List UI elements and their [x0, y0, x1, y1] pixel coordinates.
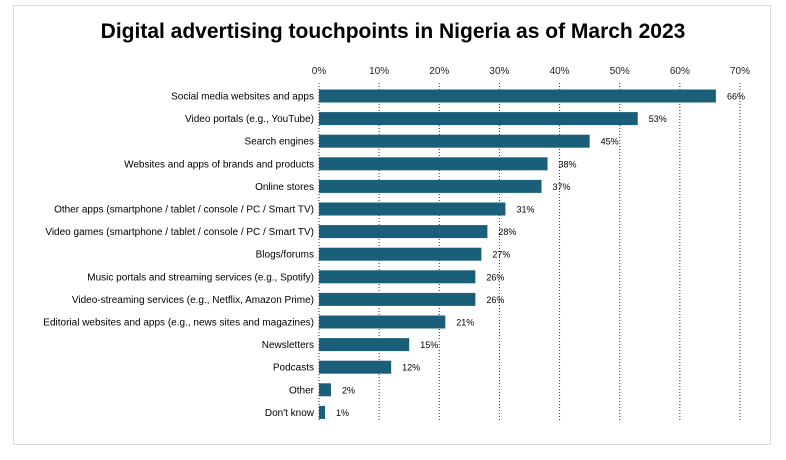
x-tick-label: 70%	[730, 66, 750, 77]
chart-title: Digital advertising touchpoints in Niger…	[100, 20, 686, 43]
data-labels: 66% 53% 45% 38% 37% 31% 28% 27% 26% 26% 21% 15% 12% 2…	[336, 92, 745, 418]
x-tick-label: 40%	[550, 66, 570, 77]
bar	[319, 89, 716, 103]
category-label: Music portals and streaming services (e.…	[87, 272, 314, 283]
data-label: 21%	[456, 318, 474, 328]
data-label: 27%	[492, 250, 510, 260]
category-label: Video portals (e.g., YouTube)	[185, 114, 314, 125]
bar	[319, 202, 506, 216]
category-label: Don't know	[265, 408, 315, 419]
category-label: Other	[289, 385, 315, 396]
x-tick-label: 10%	[369, 66, 389, 77]
data-label: 26%	[486, 295, 504, 305]
bar	[319, 179, 542, 193]
category-labels: Social media websites and apps Video port…	[43, 92, 314, 419]
category-label: Podcasts	[273, 363, 314, 374]
data-label: 53%	[649, 114, 667, 124]
category-label: Video games (smartphone / tablet / conso…	[45, 227, 314, 238]
x-tick-label: 0%	[312, 66, 327, 77]
data-label: 2%	[342, 385, 355, 395]
category-label: Search engines	[245, 137, 315, 148]
category-label: Newsletters	[262, 340, 314, 351]
bar	[319, 270, 476, 284]
bar	[319, 157, 548, 171]
bar	[319, 292, 476, 306]
x-tick-label: 30%	[489, 66, 509, 77]
bar	[319, 383, 332, 397]
category-label: Social media websites and apps	[171, 92, 314, 103]
chart-frame	[13, 5, 771, 445]
data-label: 28%	[498, 227, 516, 237]
bar	[319, 338, 410, 352]
x-tick-label: 20%	[429, 66, 449, 77]
bar	[319, 134, 590, 148]
bar	[319, 225, 488, 239]
bar	[319, 112, 638, 126]
data-label: 12%	[402, 363, 420, 373]
data-label: 31%	[516, 205, 534, 215]
category-label: Other apps (smartphone / tablet / consol…	[54, 205, 314, 216]
data-label: 1%	[336, 408, 349, 418]
bar	[319, 405, 326, 419]
bar	[319, 360, 392, 374]
x-tick-label: 50%	[610, 66, 630, 77]
x-tick-label: 60%	[670, 66, 690, 77]
data-label: 38%	[559, 159, 577, 169]
category-label: Editorial websites and apps (e.g., news …	[43, 318, 314, 329]
bar	[319, 315, 446, 329]
data-label: 15%	[420, 340, 438, 350]
data-label: 37%	[553, 182, 571, 192]
data-label: 26%	[486, 272, 504, 282]
x-axis-ticks: 0% 10% 20% 30% 40% 50% 60% 70%	[312, 66, 750, 77]
data-label: 45%	[601, 137, 619, 147]
data-label: 66%	[727, 92, 745, 102]
category-label: Blogs/forums	[256, 250, 314, 261]
category-label: Online stores	[255, 182, 314, 193]
bars	[319, 89, 716, 419]
category-label: Video-streaming services (e.g., Netflix,…	[72, 295, 314, 306]
bar	[319, 247, 482, 261]
category-label: Websites and apps of brands and products	[124, 159, 314, 170]
